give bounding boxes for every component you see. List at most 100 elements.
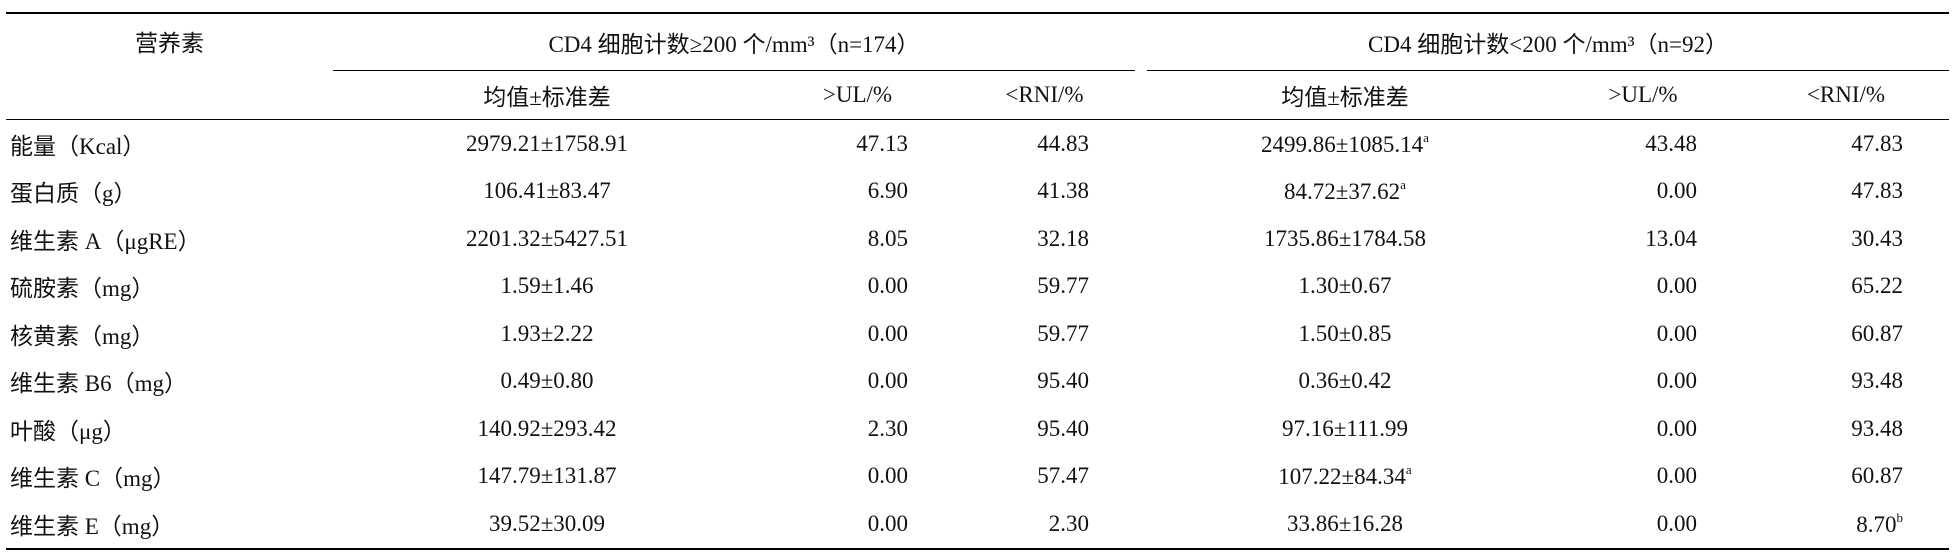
spacer [1135,120,1147,168]
table-row: 硫胺素（mg） 1.59±1.46 0.00 59.77 1.30±0.67 0.00 65… [6,263,1949,311]
footnote-mark: a [1423,129,1429,145]
cell: 47.83 [1851,130,1903,156]
row-label: 蛋白质（g） [10,181,137,207]
cell: 2.30 [954,500,1135,550]
cell: 97.16±111.99 [1282,415,1408,441]
table-row: 蛋白质（g） 106.41±83.47 6.90 41.38 84.72±37.62a 0… [6,168,1949,216]
row-label: 维生素 C（mg） [10,466,176,492]
cell: 59.77 [1037,273,1089,299]
cell: 106.41±83.47 [483,178,611,204]
cell: 0.00 [1656,273,1697,299]
spacer [1135,70,1147,120]
cell: 60.87 [1851,463,1903,489]
cell: 0.00 [761,500,954,550]
cell: 30.43 [1851,225,1903,251]
cell-text: 2499.86±1085.14 [1261,131,1424,157]
group-header: CD4 细胞计数<200 个/mm³（n=92） [1147,12,1949,71]
table-row: 维生素 A（μgRE） 2201.32±5427.51 8.05 32.18 1735.… [6,215,1949,263]
cell: 1.30±0.67 [1298,273,1392,299]
cell: 0.00 [1543,500,1743,550]
cell: 2.30 [867,415,908,441]
cell: 0.00 [867,368,908,394]
spacer [1135,453,1147,501]
footnote-mark: b [1896,509,1904,525]
cell: 8.05 [867,225,908,251]
table-row: 维生素 C（mg） 147.79±131.87 0.00 57.47 107.22±84… [6,453,1949,501]
footnote-mark: a [1400,177,1406,193]
cell: 2499.86±1085.14a [1147,120,1543,168]
cell: 1.93±2.22 [500,320,594,346]
column-header: <RNI/% [954,70,1135,120]
cell: 43.48 [1645,130,1697,156]
column-header: >UL/% [761,70,954,120]
column-header: 均值±标准差 [333,70,761,120]
table-row: 维生素 E（mg） 39.52±30.09 0.00 2.30 33.86±16.28 0… [6,500,1949,550]
cell: 8.70b [1743,500,1949,550]
cell: 0.36±0.42 [1298,368,1392,394]
spacer [1135,405,1147,453]
cell: 1.59±1.46 [500,273,594,299]
spacer [1135,500,1147,550]
spacer [1135,215,1147,263]
row-label: 核黄素（mg） [10,323,155,349]
table-row: 维生素 B6（mg） 0.49±0.80 0.00 95.40 0.36±0.42 0.0… [6,358,1949,406]
cell: 1735.86±1784.58 [1263,225,1427,251]
header-label: 营养素 [6,12,333,120]
cell: 57.47 [1037,463,1089,489]
cell: 95.40 [1037,368,1089,394]
cell: 0.00 [867,463,908,489]
cell: 95.40 [1037,415,1089,441]
cell: 93.48 [1851,368,1903,394]
group-header: CD4 细胞计数≥200 个/mm³（n=174） [333,12,1135,71]
nutrient-table: 营养素 CD4 细胞计数≥200 个/mm³（n=174） CD4 细胞计数<2… [6,12,1949,550]
cell: 33.86±16.28 [1147,500,1543,550]
cell: 107.22±84.34a [1147,453,1543,501]
cell: 1.50±0.85 [1298,320,1392,346]
cell-text: 107.22±84.34 [1278,464,1406,490]
cell: 0.49±0.80 [500,368,594,394]
cell-text: 84.72±37.62 [1284,179,1401,205]
cell: 44.83 [1037,130,1089,156]
cell: 41.38 [1037,178,1089,204]
cell: 2201.32±5427.51 [465,225,629,251]
spacer [1135,358,1147,406]
cell: 147.79±131.87 [477,463,617,489]
table-wrap: 营养素 CD4 细胞计数≥200 个/mm³（n=174） CD4 细胞计数<2… [6,12,1949,550]
cell: 0.00 [1656,178,1697,204]
table-row: 核黄素（mg） 1.93±2.22 0.00 59.77 1.50±0.85 0.00 60… [6,310,1949,358]
cell: 0.00 [1656,415,1697,441]
cell: 0.00 [1656,368,1697,394]
row-label: 硫胺素（mg） [10,276,155,302]
cell: 140.92±293.42 [477,415,617,441]
table-row: 叶酸（μg） 140.92±293.42 2.30 95.40 97.16±111.99… [6,405,1949,453]
row-label: 维生素 A（μgRE） [10,228,201,254]
cell: 0.00 [867,320,908,346]
cell: 59.77 [1037,320,1089,346]
cell: 13.04 [1645,225,1697,251]
column-header: <RNI/% [1743,70,1949,120]
cell: 6.90 [867,178,908,204]
spacer [1135,263,1147,311]
cell: 65.22 [1851,273,1903,299]
cell: 93.48 [1851,415,1903,441]
cell: 84.72±37.62a [1147,168,1543,216]
cell-text: 8.70 [1856,511,1897,537]
row-label: 叶酸（μg） [10,418,126,444]
spacer [1135,168,1147,216]
cell: 39.52±30.09 [333,500,761,550]
cell: 0.00 [1656,320,1697,346]
row-label: 能量（Kcal） [10,133,146,159]
cell: 0.00 [867,273,908,299]
row-label: 维生素 E（mg） [6,500,333,550]
column-header: 均值±标准差 [1147,70,1543,120]
cell: 32.18 [1037,225,1089,251]
row-label: 维生素 B6（mg） [10,371,187,397]
spacer [1135,12,1147,71]
footnote-mark: a [1405,462,1412,478]
cell: 47.13 [856,130,908,156]
cell: 0.00 [1656,463,1697,489]
spacer [1135,310,1147,358]
cell: 47.83 [1851,178,1903,204]
column-header: >UL/% [1543,70,1743,120]
